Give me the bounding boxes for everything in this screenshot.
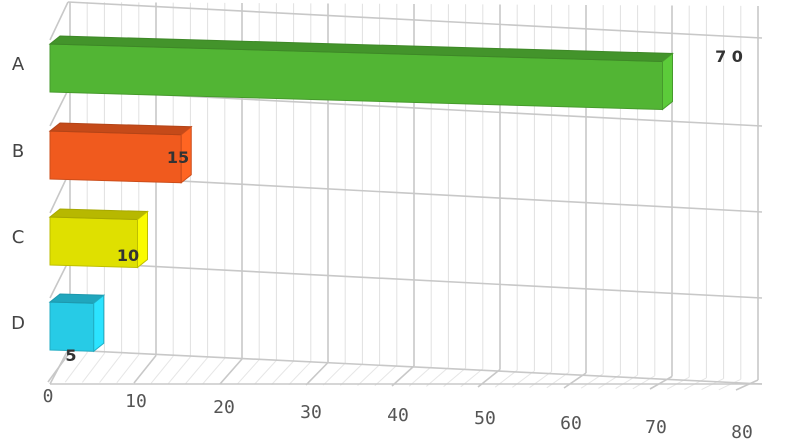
floor-minor-line-32 — [322, 362, 346, 386]
floor-line-80 — [735, 379, 759, 391]
floor-minor-line-42 — [408, 366, 432, 387]
bars — [48, 35, 674, 353]
floor-minor-line-34 — [340, 363, 363, 386]
floor-minor-line-22 — [236, 359, 260, 385]
data-label-B: 15 — [167, 148, 189, 167]
bar-B-side — [180, 125, 192, 184]
floor-line-40 — [391, 365, 415, 387]
wall-diagonal-1 — [49, 89, 69, 127]
floor-minor-line-4 — [82, 353, 105, 383]
data-label-D: 5 — [65, 346, 76, 365]
x-tick-label-50: 50 — [474, 408, 496, 429]
x-tick-label-70: 70 — [645, 417, 667, 438]
x-tick-label-60: 60 — [560, 413, 582, 434]
labels: A B C D 0 10 20 30 40 50 60 70 80 7 0 15 10 5 — [11, 47, 753, 440]
x-tick-label-80: 80 — [731, 422, 753, 440]
floor-minor-line-18 — [202, 357, 226, 385]
floor-minor-line-12 — [150, 355, 174, 384]
x-tick-label-10: 10 — [125, 391, 147, 412]
category-label-A: A — [12, 54, 25, 75]
gridline-horizontal-4 — [67, 349, 763, 385]
floor-minor-line-14 — [168, 356, 191, 384]
wall-diagonal-2 — [49, 174, 69, 214]
floor-minor-line-24 — [254, 360, 277, 385]
floor-minor-line-8 — [116, 354, 140, 384]
floor-minor-line-6 — [99, 353, 122, 383]
floor-line-20 — [219, 358, 243, 385]
floor-line-30 — [305, 361, 329, 386]
x-tick-label-20: 20 — [213, 397, 235, 418]
data-label-A: 7 0 — [715, 47, 743, 66]
floor-line-70 — [649, 375, 673, 390]
floor-minor-line-16 — [185, 357, 208, 384]
wall-diagonal-4 — [49, 349, 69, 385]
wall-diagonal-0 — [49, 1, 69, 41]
category-label-B: B — [12, 141, 24, 162]
x-tick-label-0: 0 — [43, 386, 54, 407]
x-tick-label-40: 40 — [387, 405, 409, 426]
floor-minor-line-28 — [288, 361, 312, 386]
floor-line-10 — [133, 355, 157, 384]
bar-A-side — [662, 52, 673, 111]
bar-C-side — [137, 210, 148, 269]
x-tick-label-30: 30 — [300, 402, 322, 423]
floor-minor-line-26 — [271, 360, 294, 385]
gridline-horizontal-0 — [67, 1, 763, 39]
data-label-C: 10 — [117, 246, 139, 265]
bar-D-side — [93, 294, 105, 353]
floor-minor-line-2 — [64, 352, 88, 383]
bar-D-front — [49, 301, 95, 352]
gridline-horizontal-3 — [67, 261, 763, 299]
category-label-C: C — [12, 227, 25, 248]
floor-minor-line-38 — [374, 364, 398, 387]
floor-minor-line-36 — [357, 364, 380, 386]
category-label-D: D — [11, 313, 25, 334]
bar-B-front — [49, 130, 182, 184]
wall-diagonal-3 — [49, 261, 69, 299]
